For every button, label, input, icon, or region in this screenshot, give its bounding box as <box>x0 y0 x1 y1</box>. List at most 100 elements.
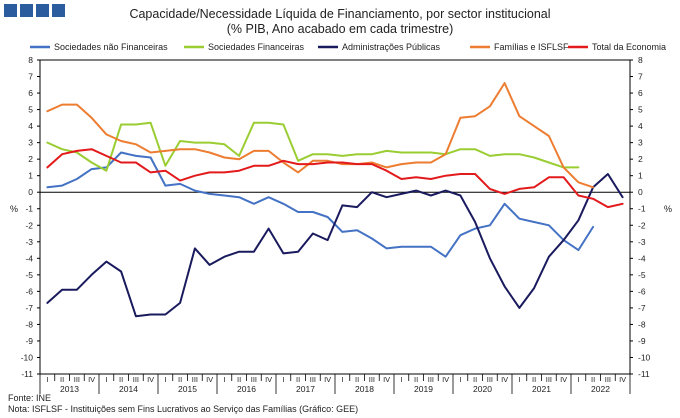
y-tick-label-left: -7 <box>25 303 33 313</box>
series-lines <box>46 82 624 318</box>
x-quarter-label: II <box>119 375 123 384</box>
x-quarter-label: II <box>473 375 477 384</box>
x-quarter-label: II <box>414 375 418 384</box>
y-tick-label-right: 4 <box>638 121 643 131</box>
x-quarter-label: III <box>605 375 611 384</box>
y-tick-label-right: -9 <box>638 336 646 346</box>
y-tick-label-right: 8 <box>638 55 643 65</box>
plot-area <box>39 59 631 375</box>
x-quarter-label: III <box>192 375 198 384</box>
logo-square <box>52 4 65 17</box>
y-tick-label-right: -1 <box>638 204 646 214</box>
y-tick-label-right: -6 <box>638 286 646 296</box>
chart-subtitle: (% PIB, Ano acabado em cada trimestre) <box>227 22 454 36</box>
y-tick-label-left: 4 <box>28 121 33 131</box>
x-quarter-label: I <box>46 375 48 384</box>
x-quarter-label: II <box>237 375 241 384</box>
x-year-label: 2022 <box>591 384 610 394</box>
y-tick-label-left: -11 <box>21 369 33 379</box>
x-year-label: 2013 <box>60 384 79 394</box>
x-quarter-label: I <box>282 375 284 384</box>
y-tick-label-right: -10 <box>638 352 651 362</box>
y-tick-label-right: 6 <box>638 88 643 98</box>
legend-label-4: Famílias e ISFLSF <box>494 42 569 52</box>
y-tick-label-left: 2 <box>28 154 33 164</box>
y-tick-label-left: 0 <box>28 187 33 197</box>
y-tick-label-left: -8 <box>25 319 33 329</box>
legend-label-3: Administrações Públicas <box>342 42 441 52</box>
x-quarter-label: III <box>74 375 80 384</box>
x-quarter-label: IV <box>147 375 154 384</box>
y-tick-label-left: -1 <box>25 204 33 214</box>
x-quarter-label: I <box>518 375 520 384</box>
x-quarter-label: IV <box>88 375 95 384</box>
y-tick-label-left: 7 <box>28 72 33 82</box>
x-quarter-label: III <box>310 375 316 384</box>
x-quarter-label: II <box>60 375 64 384</box>
x-quarter-label: I <box>341 375 343 384</box>
y-tick-label-left: -5 <box>25 270 33 280</box>
x-quarter-label: III <box>487 375 493 384</box>
x-year-label: 2016 <box>237 384 256 394</box>
logo-square <box>36 4 49 17</box>
y-tick-label-right: 0 <box>638 187 643 197</box>
x-year-label: 2014 <box>119 384 138 394</box>
x-year-label: 2015 <box>178 384 197 394</box>
y-tick-label-left: -6 <box>25 286 33 296</box>
y-tick-label-right: -5 <box>638 270 646 280</box>
y-axis-right: 8 7 6 5 4 3 2 1 0 -1 -2 -3 -4 -5 -6 -7 -8 -9 -10 -11 <box>630 55 651 379</box>
y-tick-label-right: -11 <box>638 369 650 379</box>
footer-note: Nota: ISFLSF - Instituições sem Fins Luc… <box>8 404 359 414</box>
chart-title: Capacidade/Necessidade Líquida de Financ… <box>129 7 550 21</box>
x-quarter-label: IV <box>619 375 626 384</box>
x-quarter-label: III <box>428 375 434 384</box>
series-line-1 <box>46 151 595 258</box>
x-axis: I II III IV I II III IV I II III IV I II III IV I II III IV… <box>39 191 631 394</box>
y-tick-label-left: 8 <box>28 55 33 65</box>
series-line-5 <box>46 148 624 209</box>
x-quarter-label: IV <box>383 375 390 384</box>
series-line-3 <box>46 173 624 318</box>
x-year-label: 2017 <box>296 384 315 394</box>
x-quarter-label: I <box>577 375 579 384</box>
y-tick-label-left: -2 <box>25 220 33 230</box>
y-tick-label-left: 6 <box>28 88 33 98</box>
x-quarter-label: I <box>223 375 225 384</box>
logo-square <box>4 4 17 17</box>
x-quarter-label: IV <box>265 375 272 384</box>
x-quarter-label: I <box>459 375 461 384</box>
y-tick-label-right: 1 <box>638 171 643 181</box>
legend: Sociedades não Financeiras Sociedades Fin… <box>30 42 666 52</box>
legend-label-1: Sociedades não Financeiras <box>54 42 168 52</box>
x-year-label: 2020 <box>473 384 492 394</box>
logo-square <box>20 4 33 17</box>
footer-source: Fonte: INE <box>8 393 52 403</box>
y-tick-label-right: -8 <box>638 319 646 329</box>
x-quarter-label: III <box>251 375 257 384</box>
y-tick-label-right: -3 <box>638 237 646 247</box>
y-tick-label-left: 1 <box>28 171 33 181</box>
x-year-label: 2019 <box>414 384 433 394</box>
series-line-2 <box>46 121 580 172</box>
x-year-label: 2018 <box>355 384 374 394</box>
x-quarter-label: II <box>355 375 359 384</box>
y-tick-label-left: 3 <box>28 138 33 148</box>
x-quarter-label: I <box>105 375 107 384</box>
y-tick-label-left: -10 <box>21 352 34 362</box>
x-quarter-label: II <box>296 375 300 384</box>
x-quarter-label: III <box>546 375 552 384</box>
x-quarter-label: IV <box>442 375 449 384</box>
legend-label-2: Sociedades Financeiras <box>208 42 305 52</box>
y-tick-label-right: -2 <box>638 220 646 230</box>
x-quarter-label: II <box>178 375 182 384</box>
y-axis-label-right: % <box>664 204 672 214</box>
x-quarter-label: IV <box>501 375 508 384</box>
series-line-4 <box>46 82 595 189</box>
y-tick-label-left: -4 <box>25 253 33 263</box>
y-tick-label-right: 2 <box>638 154 643 164</box>
y-tick-label-right: 7 <box>638 72 643 82</box>
x-quarter-label: III <box>369 375 375 384</box>
x-quarter-label: III <box>133 375 139 384</box>
x-quarter-label: IV <box>324 375 331 384</box>
